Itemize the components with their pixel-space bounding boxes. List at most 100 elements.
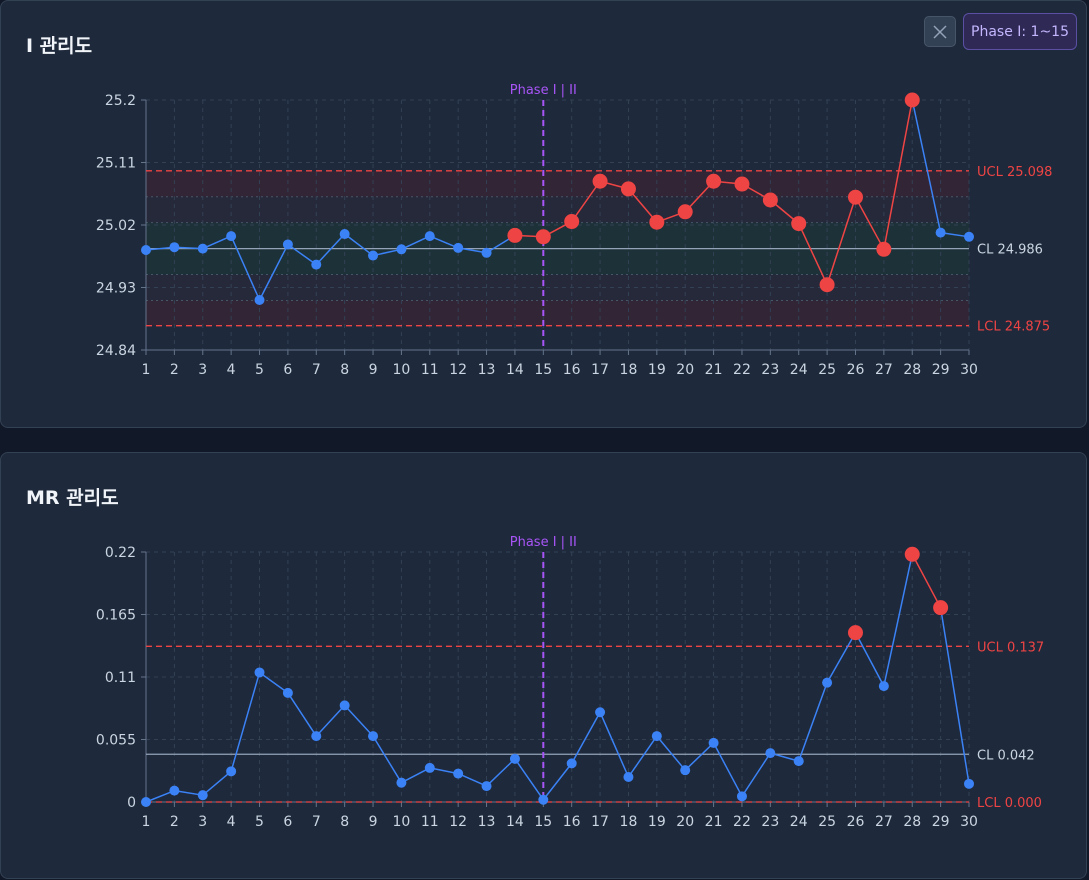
series-segment <box>514 758 544 801</box>
zone-band <box>146 196 969 223</box>
series-segment <box>202 235 232 250</box>
violation-point <box>564 214 580 230</box>
series-segment <box>344 233 374 257</box>
close-button[interactable] <box>924 16 956 47</box>
data-point <box>282 239 293 250</box>
data-point <box>708 737 719 748</box>
data-point <box>481 781 492 792</box>
data-point <box>197 790 208 801</box>
violation-point <box>592 173 608 189</box>
violation-point <box>847 189 863 205</box>
series-segment <box>315 233 346 266</box>
close-icon <box>933 24 947 39</box>
x-tick-label: 30 <box>960 362 978 378</box>
data-point <box>538 794 549 805</box>
data-point <box>793 756 804 767</box>
series-segment <box>258 244 289 301</box>
series-segment <box>883 99 913 250</box>
violation-point <box>620 181 636 197</box>
x-tick-label: 18 <box>620 814 638 830</box>
violation-point <box>819 277 835 293</box>
violation-point <box>933 600 949 616</box>
x-tick-label: 26 <box>847 814 865 830</box>
data-point <box>651 731 662 742</box>
data-point <box>368 250 379 261</box>
x-tick-label: 27 <box>875 362 893 378</box>
x-tick-label: 2 <box>170 814 179 830</box>
y-tick-label: 0.22 <box>105 545 136 561</box>
data-point <box>339 229 350 240</box>
x-tick-label: 11 <box>421 362 439 378</box>
x-tick-label: 20 <box>676 362 694 378</box>
x-tick-label: 21 <box>705 814 723 830</box>
series-segment <box>854 196 885 250</box>
series-segment <box>259 671 289 694</box>
x-tick-label: 15 <box>534 814 552 830</box>
series-segment <box>287 243 317 266</box>
data-point <box>935 227 946 238</box>
x-tick-label: 9 <box>369 362 378 378</box>
series-segment <box>939 607 970 784</box>
x-tick-label: 2 <box>170 362 179 378</box>
data-point <box>311 259 322 270</box>
phase-range-button[interactable]: Phase I: 1~15 <box>963 13 1077 50</box>
violation-point <box>649 214 665 230</box>
data-point <box>254 667 265 678</box>
y-tick-label: 0 <box>127 795 136 811</box>
data-point <box>453 768 464 779</box>
x-tick-label: 19 <box>648 362 666 378</box>
series-segment <box>826 632 857 684</box>
phase-divider-label: Phase I | II <box>510 83 577 98</box>
y-tick-label: 25.02 <box>96 218 136 234</box>
i-chart-panel: I 관리도 Phase I: 1~15 24.84 24.93 25.02 25.11… <box>0 0 1087 428</box>
data-point <box>141 245 151 255</box>
data-point <box>169 242 180 253</box>
x-tick-label: 24 <box>790 362 808 378</box>
x-tick-label: 17 <box>591 362 609 378</box>
violation-point <box>706 173 722 189</box>
violation-point <box>762 192 778 208</box>
x-tick-label: 7 <box>312 814 321 830</box>
series-segment <box>656 735 686 771</box>
series-segment <box>372 735 403 784</box>
cl-label: CL 24.986 <box>977 243 1043 258</box>
series-segment <box>571 711 601 764</box>
x-tick-label: 12 <box>449 362 467 378</box>
data-point <box>736 791 747 802</box>
data-point <box>368 731 379 742</box>
violation-point <box>904 546 920 562</box>
x-tick-label: 23 <box>761 814 779 830</box>
x-tick-label: 4 <box>227 362 236 378</box>
violation-point <box>677 204 693 220</box>
violation-point <box>791 216 807 232</box>
series-segment <box>599 711 630 778</box>
x-tick-label: 5 <box>255 362 264 378</box>
series-segment <box>911 99 942 233</box>
x-tick-label: 1 <box>142 814 151 830</box>
x-tick-label: 17 <box>591 814 609 830</box>
lcl-label: LCL 24.875 <box>977 320 1050 335</box>
data-point <box>169 785 180 796</box>
violation-point <box>904 92 920 108</box>
data-point <box>964 778 974 789</box>
x-tick-label: 28 <box>903 814 921 830</box>
data-point <box>339 700 350 711</box>
data-point <box>566 758 577 769</box>
data-point <box>595 707 606 718</box>
data-point <box>509 753 520 764</box>
series-segment <box>202 770 232 796</box>
data-point <box>141 797 151 807</box>
violation-point <box>876 241 892 257</box>
x-tick-label: 13 <box>478 814 496 830</box>
data-point <box>197 243 208 254</box>
series-segment <box>798 223 828 286</box>
zone-band <box>146 170 969 197</box>
x-tick-label: 26 <box>847 362 865 378</box>
x-tick-label: 23 <box>761 362 779 378</box>
series-segment <box>486 758 516 787</box>
zone-band <box>146 300 969 326</box>
x-tick-label: 19 <box>648 814 666 830</box>
data-point <box>453 242 464 253</box>
data-point <box>226 766 237 777</box>
